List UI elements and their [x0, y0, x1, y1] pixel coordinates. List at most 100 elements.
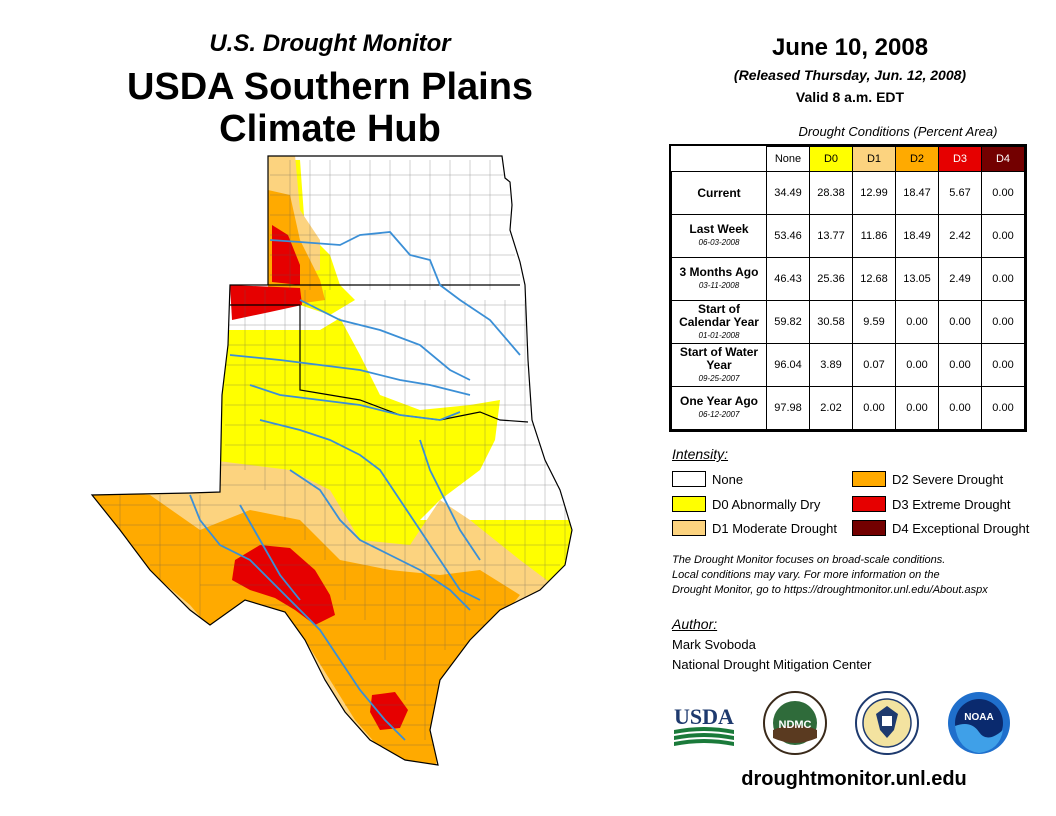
legend-swatch-d2 — [852, 471, 886, 487]
cell: 28.38 — [809, 171, 853, 215]
table-row: Last Week 06-03-2008 53.46 13.77 11.86 18… — [671, 214, 1025, 258]
row-date: 01-01-2008 — [698, 330, 740, 340]
legend-swatch-none — [672, 471, 706, 487]
row-date: 06-12-2007 — [698, 410, 740, 419]
title-line-1: USDA Southern Plains — [126, 66, 534, 108]
col-header-d1: D1 — [852, 146, 896, 172]
row-label-text: Last Week — [689, 222, 749, 236]
drought-map — [90, 155, 573, 766]
valid-time: Valid 8 a.m. EDT — [795, 89, 905, 105]
red-river — [249, 384, 461, 421]
legend-swatch-d0 — [672, 496, 706, 512]
cell: 18.47 — [895, 171, 939, 215]
table-row: Start of Calendar Year 01-01-2008 59.82 3… — [671, 300, 1025, 344]
row-label: 3 Months Ago 03-11-2008 — [671, 257, 767, 301]
cell: 18.49 — [895, 214, 939, 258]
doc-seal-logo — [855, 691, 919, 755]
map-date: June 10, 2008 — [771, 34, 929, 61]
cell: 13.05 — [895, 257, 939, 301]
author-name: Mark Svoboda — [672, 637, 756, 652]
legend-item-d2: D2 Severe Drought — [852, 471, 1003, 487]
legend-title: Intensity: — [672, 446, 729, 462]
row-date: 06-03-2008 — [698, 238, 740, 247]
cell: 2.42 — [938, 214, 982, 258]
pecos-river — [239, 504, 301, 601]
table-caption: Drought Conditions (Percent Area) — [798, 124, 998, 139]
cell: 0.00 — [938, 300, 982, 344]
monitor-url[interactable]: droughtmonitor.unl.edu — [741, 768, 967, 790]
legend-label: D2 Severe Drought — [892, 471, 1004, 487]
legend-label: D3 Extreme Drought — [892, 496, 1011, 512]
note-line-3: Drought Monitor, go to https://droughtmo… — [672, 584, 988, 596]
col-header-none: None — [766, 146, 810, 172]
cell: 12.99 — [852, 171, 896, 215]
cell: 0.00 — [938, 386, 982, 430]
map-subtitle: U.S. Drought Monitor — [209, 30, 451, 57]
drought-conditions-table: None D0 D1 D2 D3 D4 Current 34.49 28.38 … — [669, 144, 1027, 432]
cell: 96.04 — [766, 343, 810, 387]
ndmc-logo: NDMC — [763, 691, 827, 755]
cell: 2.02 — [809, 386, 853, 430]
table-row: 3 Months Ago 03-11-2008 46.43 25.36 12.68… — [671, 257, 1025, 301]
cell: 0.07 — [852, 343, 896, 387]
cell: 9.59 — [852, 300, 896, 344]
table-row: One Year Ago 06-12-2007 97.98 2.02 0.00 0… — [671, 386, 1025, 430]
cell: 5.67 — [938, 171, 982, 215]
row-label: Last Week 06-03-2008 — [671, 214, 767, 258]
legend-label: D0 Abnormally Dry — [712, 496, 821, 512]
brazos-river — [259, 419, 481, 601]
cell: 13.77 — [809, 214, 853, 258]
cell: 53.46 — [766, 214, 810, 258]
cell: 12.68 — [852, 257, 896, 301]
legend-label: D1 Moderate Drought — [712, 520, 838, 536]
rivers — [189, 231, 521, 741]
row-label-text: 3 Months Ago — [679, 265, 759, 279]
map-title: USDA Southern Plains Climate Hub — [60, 66, 600, 150]
author-title: Author: — [672, 616, 718, 632]
table-row: Current 34.49 28.38 12.99 18.47 5.67 0.0… — [671, 171, 1025, 215]
cell: 34.49 — [766, 171, 810, 215]
table-row: Start of Water Year 09-25-2007 96.04 3.89… — [671, 343, 1025, 387]
row-label-text: Start of Calendar Year — [679, 301, 759, 329]
legend-swatch-d3 — [852, 496, 886, 512]
cell: 0.00 — [981, 171, 1025, 215]
legend-item-d4: D4 Exceptional Drought — [852, 520, 1029, 536]
col-header-d2: D2 — [895, 146, 939, 172]
d2-area — [92, 490, 520, 765]
canadian-river — [229, 354, 471, 396]
legend-item-d1: D1 Moderate Drought — [672, 520, 837, 536]
noaa-logo-text: NOAA — [964, 712, 993, 723]
ndmc-logo-text: NDMC — [779, 719, 812, 731]
cell: 0.00 — [981, 343, 1025, 387]
colorado-river — [289, 469, 471, 611]
row-label: Current — [671, 171, 767, 215]
row-date: 09-25-2007 — [698, 373, 740, 383]
cell: 25.36 — [809, 257, 853, 301]
col-header-d4: D4 — [981, 146, 1025, 172]
cell: 0.00 — [895, 386, 939, 430]
cell: 97.98 — [766, 386, 810, 430]
note-line-2: Local conditions may vary. For more info… — [672, 569, 940, 581]
cell: 0.00 — [981, 257, 1025, 301]
row-label: One Year Ago 06-12-2007 — [671, 386, 767, 430]
cell: 30.58 — [809, 300, 853, 344]
release-date: (Released Thursday, Jun. 12, 2008) — [733, 67, 967, 83]
title-line-2: Climate Hub — [219, 108, 441, 150]
table-corner — [671, 146, 767, 172]
county-grid — [92, 160, 570, 746]
noaa-logo: NOAA — [948, 692, 1010, 754]
col-header-d3: D3 — [938, 146, 982, 172]
row-label: Start of Calendar Year 01-01-2008 — [671, 300, 767, 344]
cell: 46.43 — [766, 257, 810, 301]
cell: 11.86 — [852, 214, 896, 258]
usda-logo-text: USDA — [674, 704, 734, 729]
col-header-d0: D0 — [809, 146, 853, 172]
cell: 59.82 — [766, 300, 810, 344]
cell: 0.00 — [895, 300, 939, 344]
d3-area-panhandle — [230, 285, 302, 320]
author-org: National Drought Mitigation Center — [672, 657, 872, 672]
disclaimer-note: The Drought Monitor focuses on broad-sca… — [672, 553, 1042, 598]
legend-label: D4 Exceptional Drought — [892, 520, 1030, 536]
legend-item-none: None — [672, 471, 743, 487]
note-line-1: The Drought Monitor focuses on broad-sca… — [672, 554, 946, 566]
